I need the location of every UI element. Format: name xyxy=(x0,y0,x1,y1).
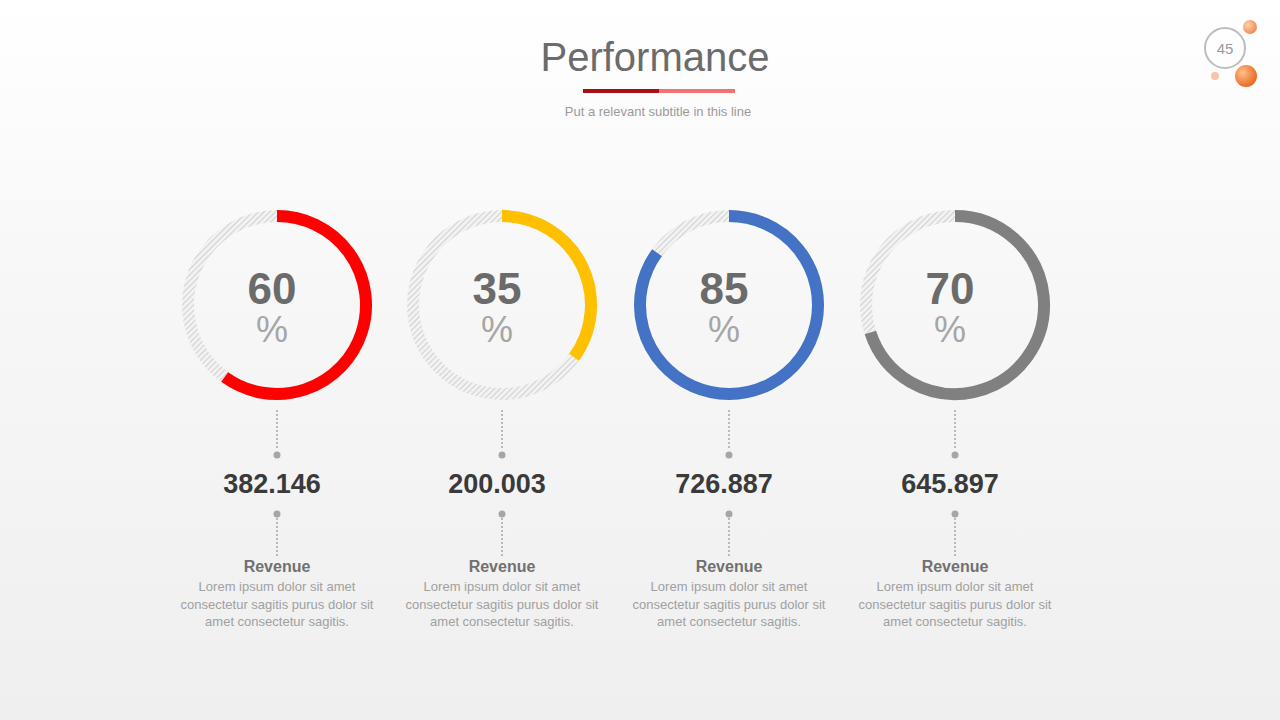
donut-chart: 60% 382.146 Revenue Lorem ipsum dolor sit a… xyxy=(181,216,374,629)
page-badge xyxy=(1205,28,1245,68)
text-line: consectetur sagitis purus dolor sit xyxy=(633,597,826,612)
connector-line xyxy=(954,518,956,556)
chart-description: Lorem ipsum dolor sit amet consectetur sa… xyxy=(406,579,599,629)
connector-line xyxy=(728,518,730,556)
connector-dot xyxy=(952,452,959,459)
connector-line xyxy=(501,518,503,556)
text-line: Lorem ipsum dolor sit amet xyxy=(651,579,808,594)
title-underline xyxy=(659,89,735,93)
text-line: amet consectetur sagitis. xyxy=(883,614,1027,629)
label-unit: % xyxy=(481,309,513,350)
annotation-value: 726.887 xyxy=(675,469,773,499)
annotation-value: 200.003 xyxy=(448,469,546,499)
chart-description: Lorem ipsum dolor sit amet consectetur sa… xyxy=(859,579,1052,629)
donut-track xyxy=(640,216,818,394)
label-number: 85 xyxy=(700,264,749,313)
text-line: Lorem ipsum dolor sit amet xyxy=(199,579,356,594)
donut-track xyxy=(413,216,591,394)
connector-dot xyxy=(726,511,733,518)
text-line: Lorem ipsum dolor sit amet xyxy=(424,579,581,594)
donut-chart: 35% 200.003 Revenue Lorem ipsum dolor sit a… xyxy=(406,216,599,629)
chart-description: Lorem ipsum dolor sit amet consectetur sa… xyxy=(633,579,826,629)
slide-subtitle: Put a relevant subtitle in this line xyxy=(565,104,751,119)
connector-dot xyxy=(726,452,733,459)
data-label: 70% xyxy=(926,264,975,350)
donut-arc xyxy=(640,216,818,394)
donut-arc xyxy=(870,216,1044,394)
chart-description: Lorem ipsum dolor sit amet consectetur sa… xyxy=(181,579,374,629)
data-label: 35% xyxy=(473,264,522,350)
label-unit: % xyxy=(708,309,740,350)
connector-dot xyxy=(499,452,506,459)
connector-dot xyxy=(952,511,959,518)
decor-bubble xyxy=(1211,72,1219,80)
label-unit: % xyxy=(934,309,966,350)
text-line: amet consectetur sagitis. xyxy=(657,614,801,629)
text-line: amet consectetur sagitis. xyxy=(205,614,349,629)
connector-line xyxy=(728,410,730,450)
decor-bubble xyxy=(1235,65,1257,87)
text-line: consectetur sagitis purus dolor sit xyxy=(859,597,1052,612)
donut-arc xyxy=(225,216,366,394)
connector-dot xyxy=(274,511,281,518)
label-unit: % xyxy=(256,309,288,350)
label-number: 70 xyxy=(926,264,975,313)
donut-chart: 85% 726.887 Revenue Lorem ipsum dolor sit a… xyxy=(633,216,826,629)
label-number: 60 xyxy=(248,264,297,313)
connector-line xyxy=(954,410,956,450)
text-line: Lorem ipsum dolor sit amet xyxy=(877,579,1034,594)
connector-line xyxy=(276,518,278,556)
chart-title: Revenue xyxy=(696,558,763,575)
page-number: 45 xyxy=(1217,40,1234,57)
annotation-value: 645.897 xyxy=(901,469,999,499)
slide-title: Performance xyxy=(541,35,770,79)
title-underline xyxy=(583,89,659,93)
chart-title: Revenue xyxy=(469,558,536,575)
data-label: 60% xyxy=(248,264,297,350)
text-line: consectetur sagitis purus dolor sit xyxy=(181,597,374,612)
text-line: amet consectetur sagitis. xyxy=(430,614,574,629)
text-line: consectetur sagitis purus dolor sit xyxy=(406,597,599,612)
annotation-value: 382.146 xyxy=(223,469,321,499)
chart-title: Revenue xyxy=(244,558,311,575)
donut-track xyxy=(866,216,1044,394)
connector-line xyxy=(276,410,278,450)
decor-bubble xyxy=(1243,20,1257,34)
label-number: 35 xyxy=(473,264,522,313)
data-label: 85% xyxy=(700,264,749,350)
chart-title: Revenue xyxy=(922,558,989,575)
donut-track xyxy=(188,216,366,394)
slide: Performance Put a relevant subtitle in th… xyxy=(0,0,1280,720)
donut-chart: 70% 645.897 Revenue Lorem ipsum dolor sit a… xyxy=(859,216,1052,629)
connector-dot xyxy=(274,452,281,459)
connector-line xyxy=(501,410,503,450)
connector-dot xyxy=(499,511,506,518)
